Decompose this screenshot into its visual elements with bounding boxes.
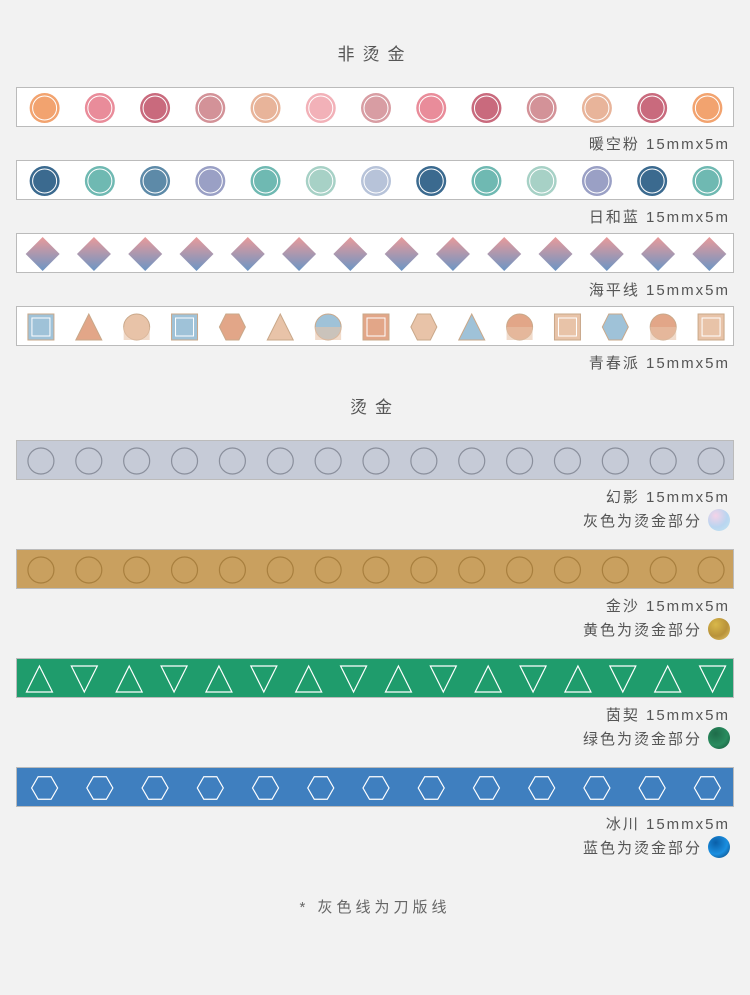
tape-label: 金沙 15mmx5m bbox=[16, 589, 734, 618]
tape-row: 青春派 15mmx5m bbox=[16, 306, 734, 375]
tape-sublabel: 灰色为烫金部分 bbox=[16, 509, 734, 545]
foil-swatch-icon bbox=[708, 727, 730, 749]
tape-label: 幻影 15mmx5m bbox=[16, 480, 734, 509]
product-spec-page: 非烫金 暖空粉 15mmx5m 日和蓝 15mmx5m 海平线 15mmx5m … bbox=[0, 0, 750, 927]
tape-label: 暖空粉 15mmx5m bbox=[16, 127, 734, 156]
tape-label: 冰川 15mmx5m bbox=[16, 807, 734, 836]
tape-sublabel: 蓝色为烫金部分 bbox=[16, 836, 734, 872]
tape-strip bbox=[16, 160, 734, 200]
tape-row: 暖空粉 15mmx5m bbox=[16, 87, 734, 156]
foil-note: 蓝色为烫金部分 bbox=[583, 837, 702, 858]
tape-row: 冰川 15mmx5m 蓝色为烫金部分 bbox=[16, 767, 734, 872]
tape-row: 海平线 15mmx5m bbox=[16, 233, 734, 302]
tape-strip bbox=[16, 658, 734, 698]
tape-row: 金沙 15mmx5m 黄色为烫金部分 bbox=[16, 549, 734, 654]
tape-label: 日和蓝 15mmx5m bbox=[16, 200, 734, 229]
tape-row: 幻影 15mmx5m 灰色为烫金部分 bbox=[16, 440, 734, 545]
foil-swatch-icon bbox=[708, 618, 730, 640]
tape-strip bbox=[16, 767, 734, 807]
tape-row: 日和蓝 15mmx5m bbox=[16, 160, 734, 229]
tape-strip bbox=[16, 306, 734, 346]
plain-tapes-list: 暖空粉 15mmx5m 日和蓝 15mmx5m 海平线 15mmx5m 青春派 … bbox=[16, 87, 734, 375]
tape-label: 海平线 15mmx5m bbox=[16, 273, 734, 302]
footnote: * 灰色线为刀版线 bbox=[16, 896, 734, 917]
section-title-plain: 非烫金 bbox=[16, 40, 734, 65]
tape-row: 茵契 15mmx5m 绿色为烫金部分 bbox=[16, 658, 734, 763]
tape-strip bbox=[16, 549, 734, 589]
foil-swatch-icon bbox=[708, 836, 730, 858]
tape-strip bbox=[16, 87, 734, 127]
section-title-foil: 烫金 bbox=[16, 393, 734, 418]
foil-tapes-list: 幻影 15mmx5m 灰色为烫金部分 金沙 15mmx5m 黄色为烫金部分 茵契… bbox=[16, 440, 734, 872]
tape-label: 茵契 15mmx5m bbox=[16, 698, 734, 727]
tape-strip bbox=[16, 233, 734, 273]
tape-strip bbox=[16, 440, 734, 480]
tape-sublabel: 黄色为烫金部分 bbox=[16, 618, 734, 654]
foil-swatch-icon bbox=[708, 509, 730, 531]
tape-label: 青春派 15mmx5m bbox=[16, 346, 734, 375]
foil-note: 灰色为烫金部分 bbox=[583, 510, 702, 531]
foil-note: 绿色为烫金部分 bbox=[583, 728, 702, 749]
foil-note: 黄色为烫金部分 bbox=[583, 619, 702, 640]
tape-sublabel: 绿色为烫金部分 bbox=[16, 727, 734, 763]
